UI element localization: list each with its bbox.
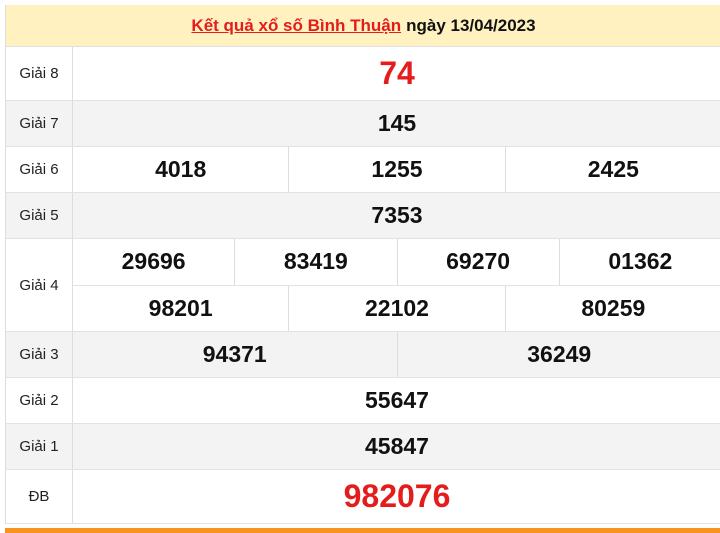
prize-number: 55647 [365, 387, 429, 413]
table-header: Kết quả xổ số Bình Thuận ngày 13/04/2023 [6, 5, 720, 47]
province-results-link[interactable]: Kết quả xổ số Bình Thuận [191, 15, 402, 35]
draw-date: ngày 13/04/2023 [406, 15, 536, 35]
prize-row: Giải 3 94371 36249 [6, 332, 720, 378]
prize-number: 94371 [73, 332, 398, 377]
prize-row: Giải 5 7353 [6, 193, 720, 239]
prize-label: Giải 3 [6, 332, 73, 377]
prize-number: 4018 [73, 147, 290, 192]
prize-number: 83419 [235, 239, 398, 285]
prize-label: Giải 4 [6, 239, 73, 331]
prize-number: 69270 [398, 239, 560, 285]
prize-label: Giải 2 [6, 378, 73, 423]
prize-number: 1255 [289, 147, 506, 192]
prize-label: Giải 8 [6, 47, 73, 100]
prize-label: Giải 5 [6, 193, 73, 238]
prize-number: 145 [377, 110, 417, 136]
results-table: Kết quả xổ số Bình Thuận ngày 13/04/2023… [5, 5, 720, 524]
prize-row: Giải 8 74 [6, 47, 720, 101]
prize-number: 2425 [587, 156, 639, 182]
prize-number: 45847 [365, 433, 429, 459]
prize-label: ĐB [6, 470, 73, 523]
prize-row: Giải 7 145 [6, 101, 720, 147]
prize-label: Giải 6 [6, 147, 73, 192]
prize-number: 36249 [527, 341, 592, 367]
prize-row: Giải 6 4018 1255 2425 [6, 147, 720, 193]
prize-label: Giải 7 [6, 101, 73, 146]
prize-number: 22102 [289, 285, 506, 331]
prize-number: 01362 [608, 248, 673, 275]
prize-label: Giải 1 [6, 424, 73, 469]
prize-row: ĐB 982076 [6, 470, 720, 524]
prize-row: Giải 2 55647 [6, 378, 720, 424]
prize-number: 98201 [73, 285, 290, 331]
prize-number: 74 [379, 55, 415, 91]
prize-number: 80259 [581, 294, 646, 321]
bottom-border [5, 528, 720, 533]
prize-number: 7353 [371, 202, 423, 228]
prize-number: 982076 [343, 478, 451, 514]
prize-row: Giải 4 29696 83419 69270 01362 98201 22102 8025… [6, 239, 720, 332]
prize-row: Giải 1 45847 [6, 424, 720, 470]
prize-number: 29696 [73, 239, 236, 285]
